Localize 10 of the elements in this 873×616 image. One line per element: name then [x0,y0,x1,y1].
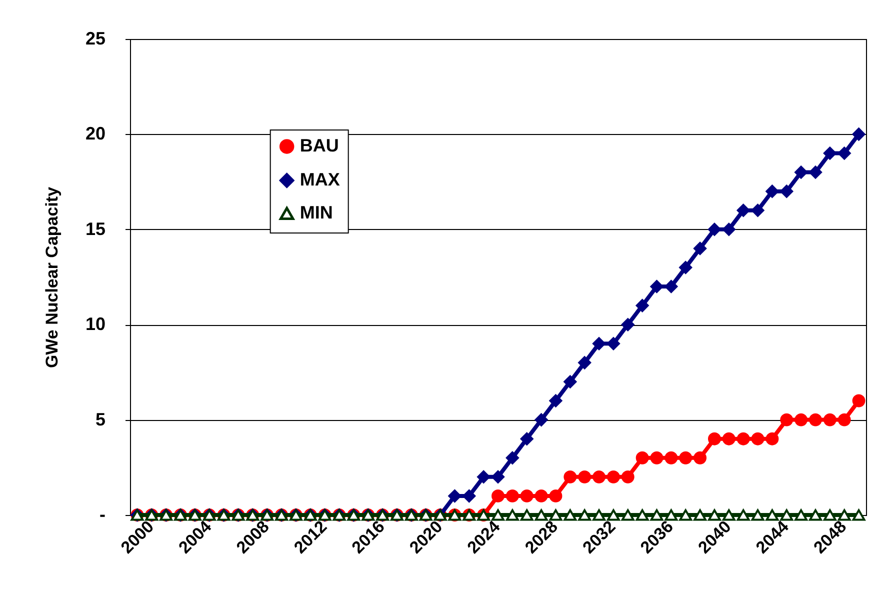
y-tick-label: 5 [95,409,106,430]
y-axis-title: GWe Nuclear Capacity [42,186,62,368]
y-tick-label: 15 [85,218,106,239]
legend-label: BAU [300,135,339,156]
legend-label: MAX [300,169,340,190]
y-tick-label: - [100,504,106,524]
y-tick-label: 20 [85,124,106,144]
y-tick-label: 25 [85,28,106,48]
y-tick-label: 10 [85,314,106,334]
legend-label: MIN [300,202,333,222]
